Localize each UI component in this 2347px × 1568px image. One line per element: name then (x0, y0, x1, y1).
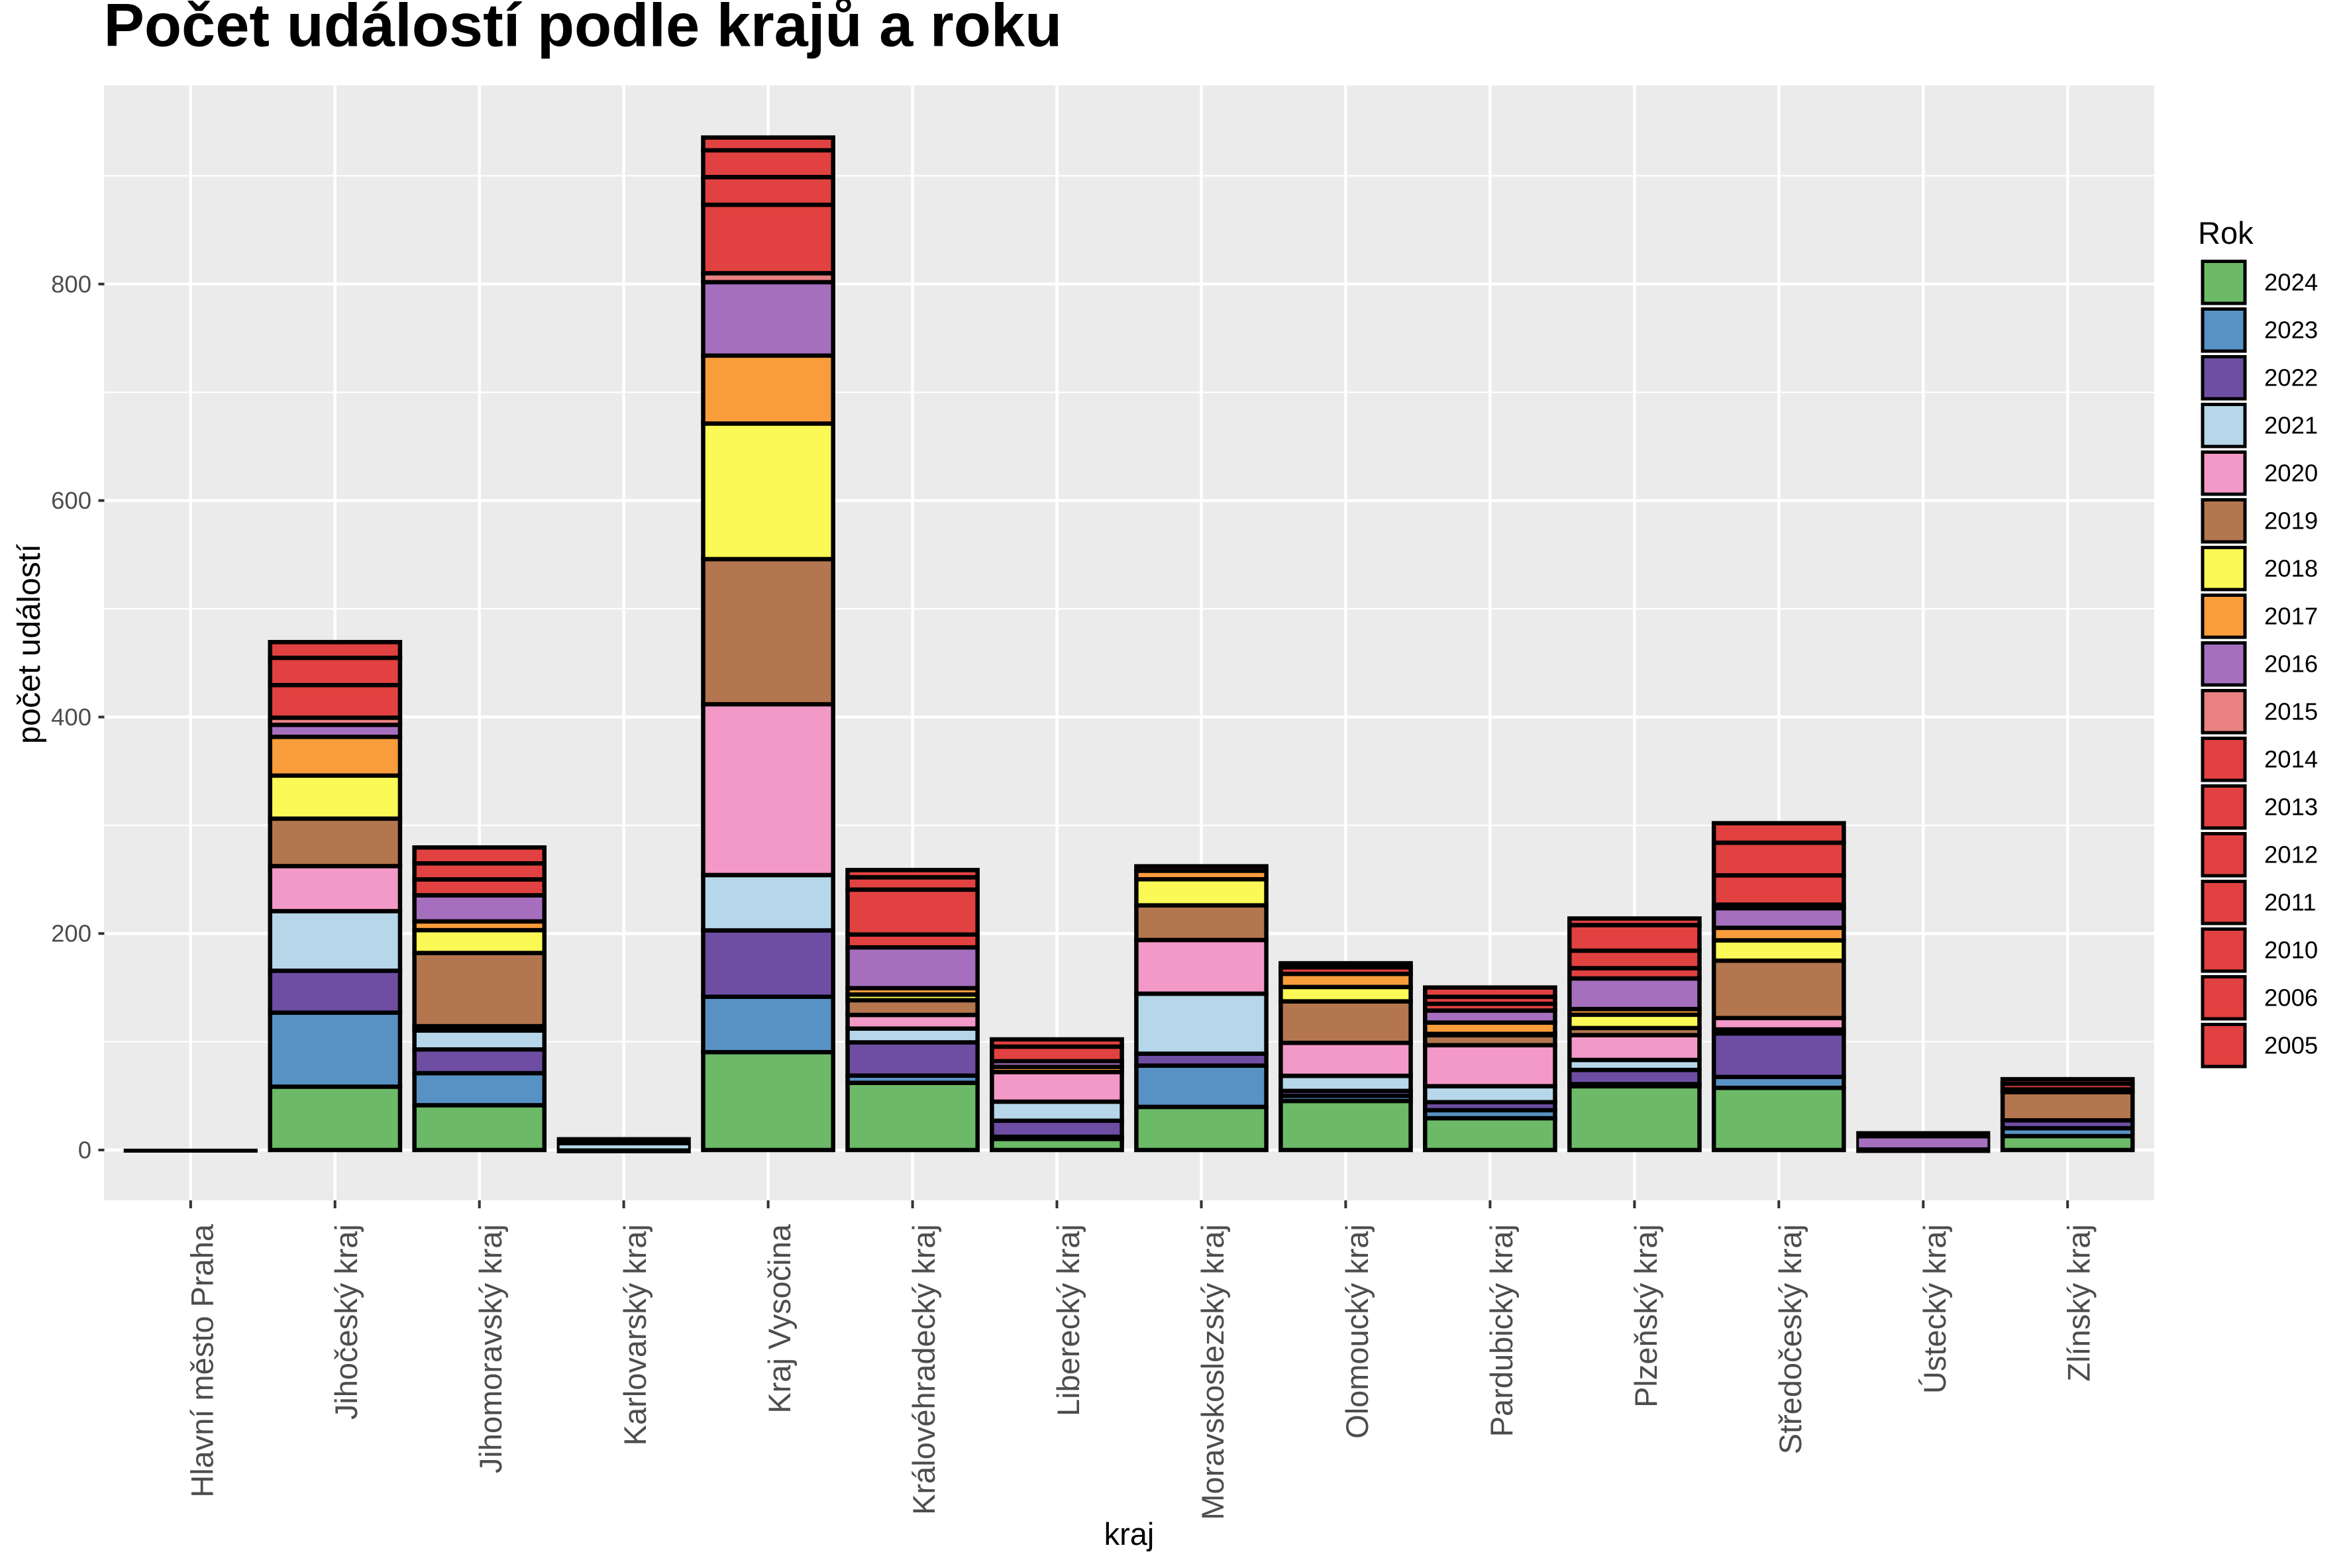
svg-text:Kraj Vysočina: Kraj Vysočina (762, 1224, 797, 1413)
svg-text:600: 600 (51, 487, 91, 514)
svg-text:2014: 2014 (2264, 746, 2318, 773)
svg-text:Počet událostí podle krajů a r: Počet událostí podle krajů a roku (104, 0, 1063, 60)
svg-text:Liberecký kraj: Liberecký kraj (1051, 1224, 1086, 1416)
svg-text:400: 400 (51, 704, 91, 731)
svg-text:0: 0 (78, 1137, 91, 1164)
svg-text:2020: 2020 (2264, 460, 2318, 487)
svg-text:800: 800 (51, 270, 91, 297)
svg-text:Karlovarský kraj: Karlovarský kraj (617, 1224, 652, 1445)
svg-text:Rok: Rok (2198, 215, 2254, 250)
svg-text:2006: 2006 (2264, 984, 2318, 1012)
svg-text:2017: 2017 (2264, 603, 2318, 630)
svg-text:2010: 2010 (2264, 937, 2318, 964)
svg-text:2018: 2018 (2264, 555, 2318, 582)
svg-text:2019: 2019 (2264, 507, 2318, 535)
svg-text:Středočeský kraj: Středočeský kraj (1773, 1224, 1808, 1454)
svg-text:2023: 2023 (2264, 317, 2318, 344)
svg-text:Ústecký kraj: Ústecký kraj (1917, 1224, 1952, 1394)
svg-text:2024: 2024 (2264, 269, 2318, 296)
svg-text:Jihočeský kraj: Jihočeský kraj (329, 1224, 364, 1420)
svg-text:2016: 2016 (2264, 651, 2318, 678)
svg-text:200: 200 (51, 920, 91, 947)
svg-text:2022: 2022 (2264, 364, 2318, 392)
svg-text:2005: 2005 (2264, 1032, 2318, 1059)
svg-text:Zlínský kraj: Zlínský kraj (2061, 1224, 2097, 1382)
svg-text:Pardubický kraj: Pardubický kraj (1484, 1224, 1519, 1437)
svg-text:Olomoucký kraj: Olomoucký kraj (1339, 1224, 1375, 1439)
svg-text:2013: 2013 (2264, 794, 2318, 821)
svg-text:2011: 2011 (2264, 889, 2317, 916)
svg-text:2021: 2021 (2264, 412, 2318, 439)
svg-text:2015: 2015 (2264, 698, 2318, 725)
svg-text:Moravskoslezský kraj: Moravskoslezský kraj (1195, 1224, 1230, 1520)
svg-text:2012: 2012 (2264, 841, 2318, 868)
svg-text:Jihomoravský kraj: Jihomoravský kraj (473, 1224, 508, 1473)
svg-text:počet událostí: počet událostí (11, 543, 47, 744)
svg-text:kraj: kraj (1104, 1516, 1155, 1551)
svg-text:Královéhradecký kraj: Královéhradecký kraj (906, 1224, 941, 1515)
svg-text:Hlavní město Praha: Hlavní město Praha (184, 1224, 219, 1498)
svg-text:Plzeňský kraj: Plzeňský kraj (1628, 1224, 1663, 1408)
